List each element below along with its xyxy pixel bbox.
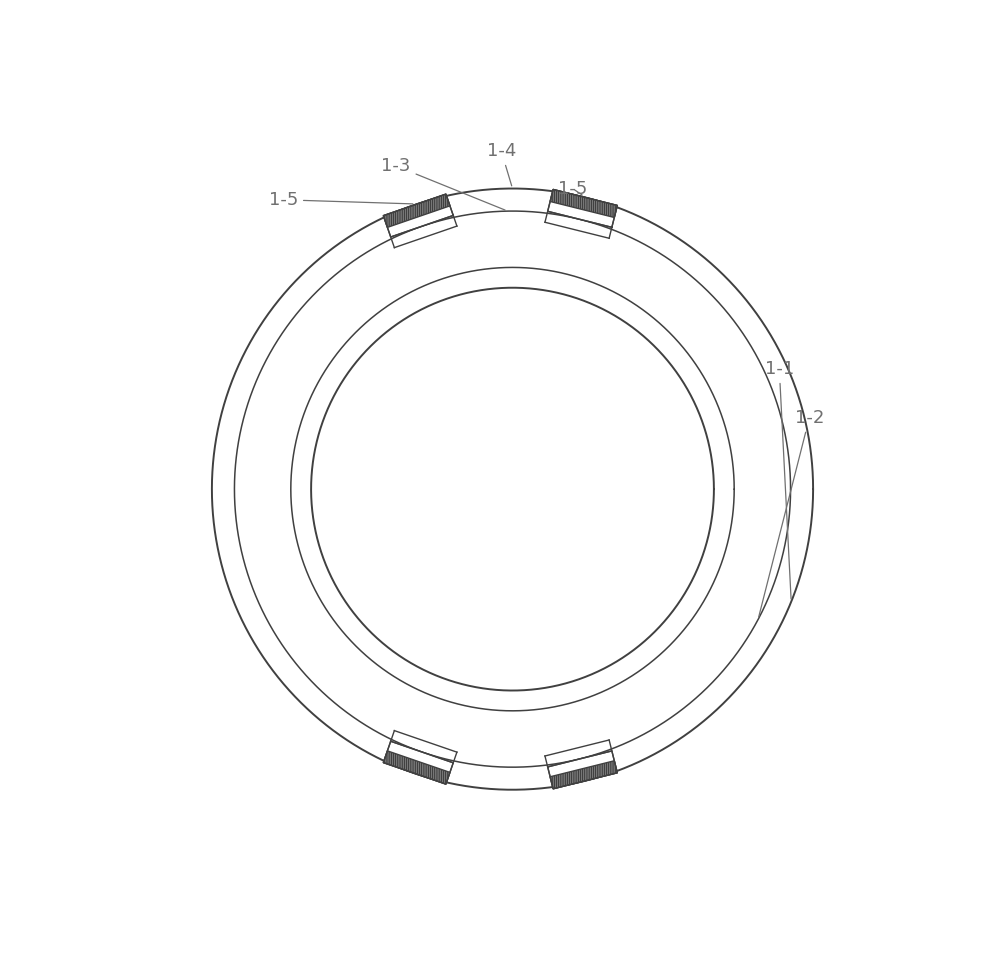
Text: 1-3: 1-3 [381, 157, 505, 210]
Polygon shape [383, 194, 450, 227]
Polygon shape [548, 189, 617, 227]
Text: 1-1: 1-1 [765, 360, 794, 599]
Polygon shape [383, 751, 450, 784]
Text: 1-4: 1-4 [487, 142, 516, 185]
Polygon shape [383, 741, 453, 784]
Polygon shape [383, 194, 453, 237]
Text: 1-5: 1-5 [558, 180, 587, 197]
Text: 1-5: 1-5 [269, 190, 413, 209]
Polygon shape [550, 760, 617, 789]
Polygon shape [548, 751, 617, 789]
Text: 1-2: 1-2 [759, 409, 824, 617]
Polygon shape [550, 189, 617, 218]
